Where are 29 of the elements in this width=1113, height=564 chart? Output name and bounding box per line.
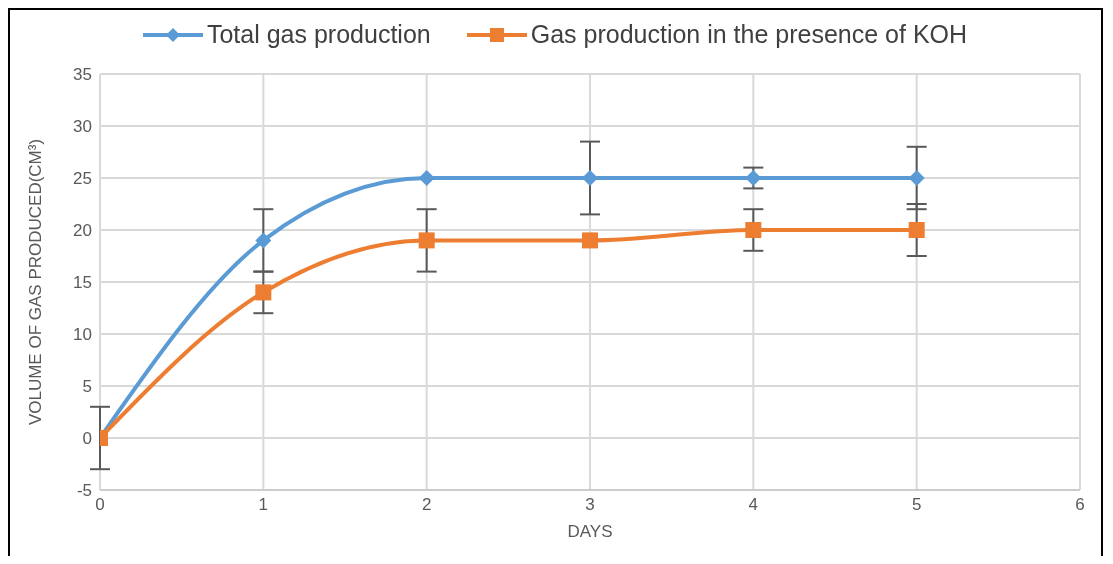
point <box>418 232 435 249</box>
x-tick-label: 2 <box>421 495 432 515</box>
legend-label: Total gas production <box>206 20 431 49</box>
y-tick-label: 30 <box>73 117 92 137</box>
point <box>255 232 272 249</box>
point <box>255 284 272 301</box>
y-tick-label: 25 <box>73 169 92 189</box>
point <box>908 170 925 186</box>
x-tick-label: 1 <box>258 495 269 515</box>
x-axis-title: DAYS <box>567 522 613 541</box>
y-tick-label: -5 <box>76 481 92 501</box>
point <box>418 170 435 186</box>
x-tick-label: 6 <box>1075 495 1085 515</box>
x-tick-label: 4 <box>748 495 759 515</box>
point <box>582 232 598 249</box>
y-tick-label: 35 <box>73 65 92 85</box>
y-tick-label: 5 <box>82 377 92 397</box>
y-tick-label: 15 <box>73 273 92 293</box>
y-tick-label: 0 <box>82 429 92 449</box>
x-tick-label: 5 <box>911 495 922 515</box>
point <box>582 170 598 186</box>
point <box>745 222 762 238</box>
y-axis-title: VOLUME OF GAS PRODUCED(CM³) <box>26 138 46 426</box>
legend-label: Gas production in the presence of KOH <box>530 20 968 49</box>
x-tick-label: 3 <box>585 495 595 515</box>
point <box>908 222 925 238</box>
x-tick-label: 0 <box>95 495 105 515</box>
y-tick-label: 10 <box>73 325 92 345</box>
y-tick-label: 20 <box>73 221 92 241</box>
